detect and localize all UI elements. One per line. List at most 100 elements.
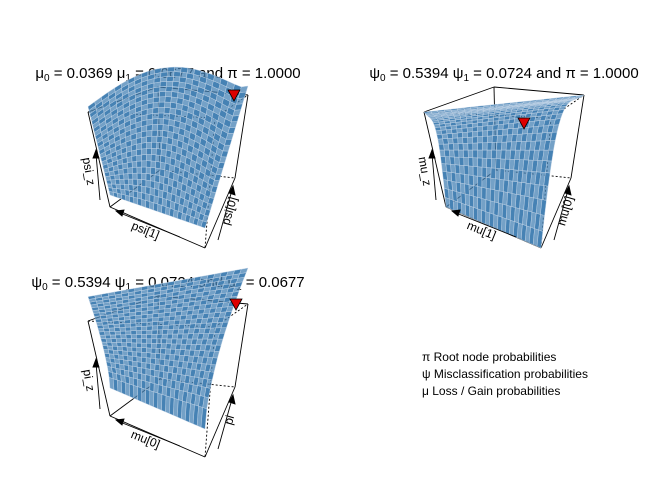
surface-facet xyxy=(493,201,499,217)
surface-facet xyxy=(497,123,504,130)
surface-facet xyxy=(173,71,181,78)
panel-2-surface xyxy=(423,94,585,249)
surface-facet xyxy=(469,194,474,208)
surface-facet xyxy=(151,129,158,137)
surface-facet xyxy=(443,143,450,151)
surface-facet xyxy=(150,363,156,371)
surface-facet xyxy=(133,190,138,199)
surface-facet xyxy=(151,343,157,349)
surface-facet xyxy=(463,157,469,167)
surface-facet xyxy=(159,91,167,98)
surface-facet xyxy=(455,181,462,194)
panel-2-max-marker xyxy=(517,117,531,130)
surface-facet xyxy=(485,199,491,214)
surface-facet xyxy=(169,107,177,115)
surface-facet xyxy=(159,161,166,171)
surface-facet xyxy=(172,328,179,335)
surface-facet xyxy=(457,137,464,144)
surface-facet xyxy=(161,136,168,144)
surface-facet xyxy=(492,129,499,137)
surface-facet xyxy=(161,197,167,208)
surface-facet xyxy=(153,188,160,198)
surface-facet xyxy=(481,166,487,178)
panel-1-max-marker xyxy=(227,89,241,102)
surface-facet xyxy=(146,317,154,323)
surface-facet xyxy=(146,342,152,349)
surface-facet xyxy=(104,334,112,339)
surface-facet xyxy=(124,319,131,324)
surface-facet xyxy=(119,363,125,371)
surface-facet xyxy=(159,168,166,177)
surface-facet xyxy=(122,167,129,175)
surface-facet xyxy=(466,127,473,133)
surface-facet xyxy=(482,142,488,151)
surface-facet xyxy=(150,160,157,169)
surface-facet xyxy=(128,178,134,186)
surface-facet xyxy=(166,71,175,77)
surface-facet xyxy=(436,133,443,140)
surface-facet xyxy=(166,76,174,82)
surface-facet xyxy=(150,154,157,162)
surface-facet xyxy=(112,349,119,355)
surface-facet xyxy=(151,141,158,149)
surface-facet xyxy=(118,358,125,365)
surface-facet xyxy=(145,368,151,376)
surface-facet xyxy=(117,346,123,352)
surface-facet xyxy=(239,85,249,93)
surface-facet xyxy=(495,167,501,180)
surface-facet xyxy=(124,323,131,328)
surface-facet xyxy=(136,361,142,369)
surface-facet xyxy=(472,149,478,159)
surface-facet xyxy=(452,137,459,144)
surface-facet xyxy=(132,355,138,362)
surface-facet xyxy=(145,193,151,202)
surface-facet xyxy=(145,352,152,359)
surface-facet xyxy=(136,356,142,363)
surface-facet xyxy=(467,136,473,144)
surface-facet xyxy=(136,351,142,358)
surface-facet xyxy=(507,128,514,136)
surface-facet xyxy=(150,167,156,175)
surface-facet xyxy=(462,143,469,151)
surface-facet xyxy=(167,329,174,335)
surface-facet xyxy=(152,107,159,114)
surface-facet xyxy=(477,175,483,188)
surface-facet xyxy=(123,173,129,180)
surface-facet xyxy=(494,178,500,192)
surface-facet xyxy=(105,338,112,343)
surface-facet xyxy=(491,135,498,143)
surface-facet xyxy=(154,358,161,366)
surface-facet xyxy=(160,148,167,157)
surface-facet xyxy=(120,330,127,335)
surface-facet xyxy=(120,338,127,343)
surface-facet xyxy=(446,133,453,139)
surface-facet xyxy=(146,141,152,149)
surface-facet xyxy=(499,168,505,181)
surface-facet xyxy=(141,172,147,181)
surface-facet xyxy=(469,205,474,220)
surface-facet xyxy=(158,182,164,192)
surface-facet xyxy=(485,187,491,201)
panel-2-axis-arrows xyxy=(428,148,572,241)
surface-facet xyxy=(156,135,163,144)
surface-facet xyxy=(149,382,155,393)
surface-facet xyxy=(130,334,137,339)
surface-facet xyxy=(132,365,138,374)
surface-facet xyxy=(121,381,127,396)
surface-facet xyxy=(111,342,118,347)
surface-facet xyxy=(145,381,151,391)
surface-facet xyxy=(575,94,585,98)
surface-facet xyxy=(107,324,115,329)
surface-facet xyxy=(131,338,137,344)
surface-facet xyxy=(159,81,167,88)
panel-3-max-marker xyxy=(229,298,243,311)
surface-facet xyxy=(459,173,465,185)
panel-2-title: ψ0 = 0.5394 ψ1 = 0.0724 and π = 1.0000 xyxy=(369,65,638,84)
surface-facet xyxy=(149,194,155,204)
surface-facet xyxy=(172,76,181,83)
surface-facet xyxy=(456,132,463,139)
panel-1-xlabel: psi[1] xyxy=(130,218,162,242)
surface-facet xyxy=(119,323,126,328)
surface-facet xyxy=(165,343,172,350)
surface-facet xyxy=(128,370,134,379)
